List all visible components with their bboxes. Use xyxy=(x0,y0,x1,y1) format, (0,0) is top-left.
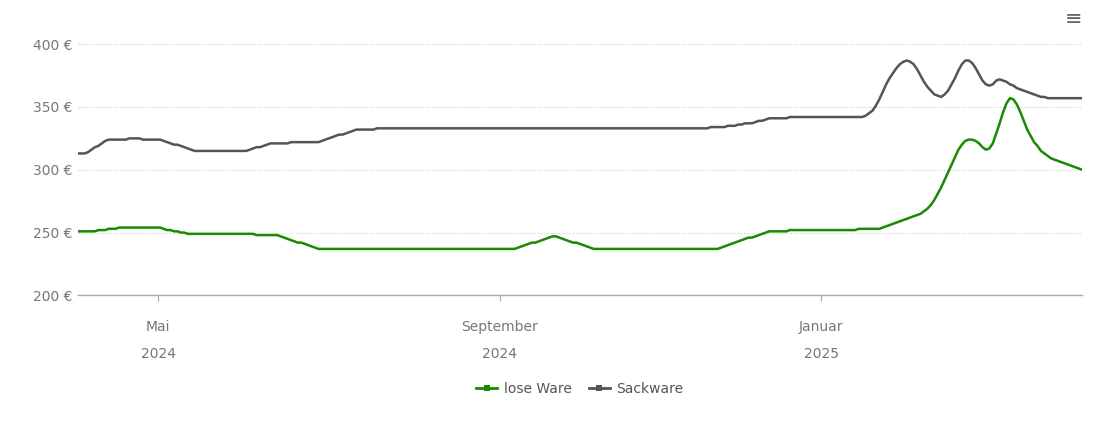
Text: 2024: 2024 xyxy=(482,347,517,361)
Text: ≡: ≡ xyxy=(1064,9,1082,29)
Text: Mai: Mai xyxy=(145,320,170,334)
Text: 2025: 2025 xyxy=(804,347,838,361)
Text: 2024: 2024 xyxy=(141,347,175,361)
Text: September: September xyxy=(462,320,538,334)
Legend: lose Ware, Sackware: lose Ware, Sackware xyxy=(471,377,689,402)
Text: Januar: Januar xyxy=(799,320,844,334)
